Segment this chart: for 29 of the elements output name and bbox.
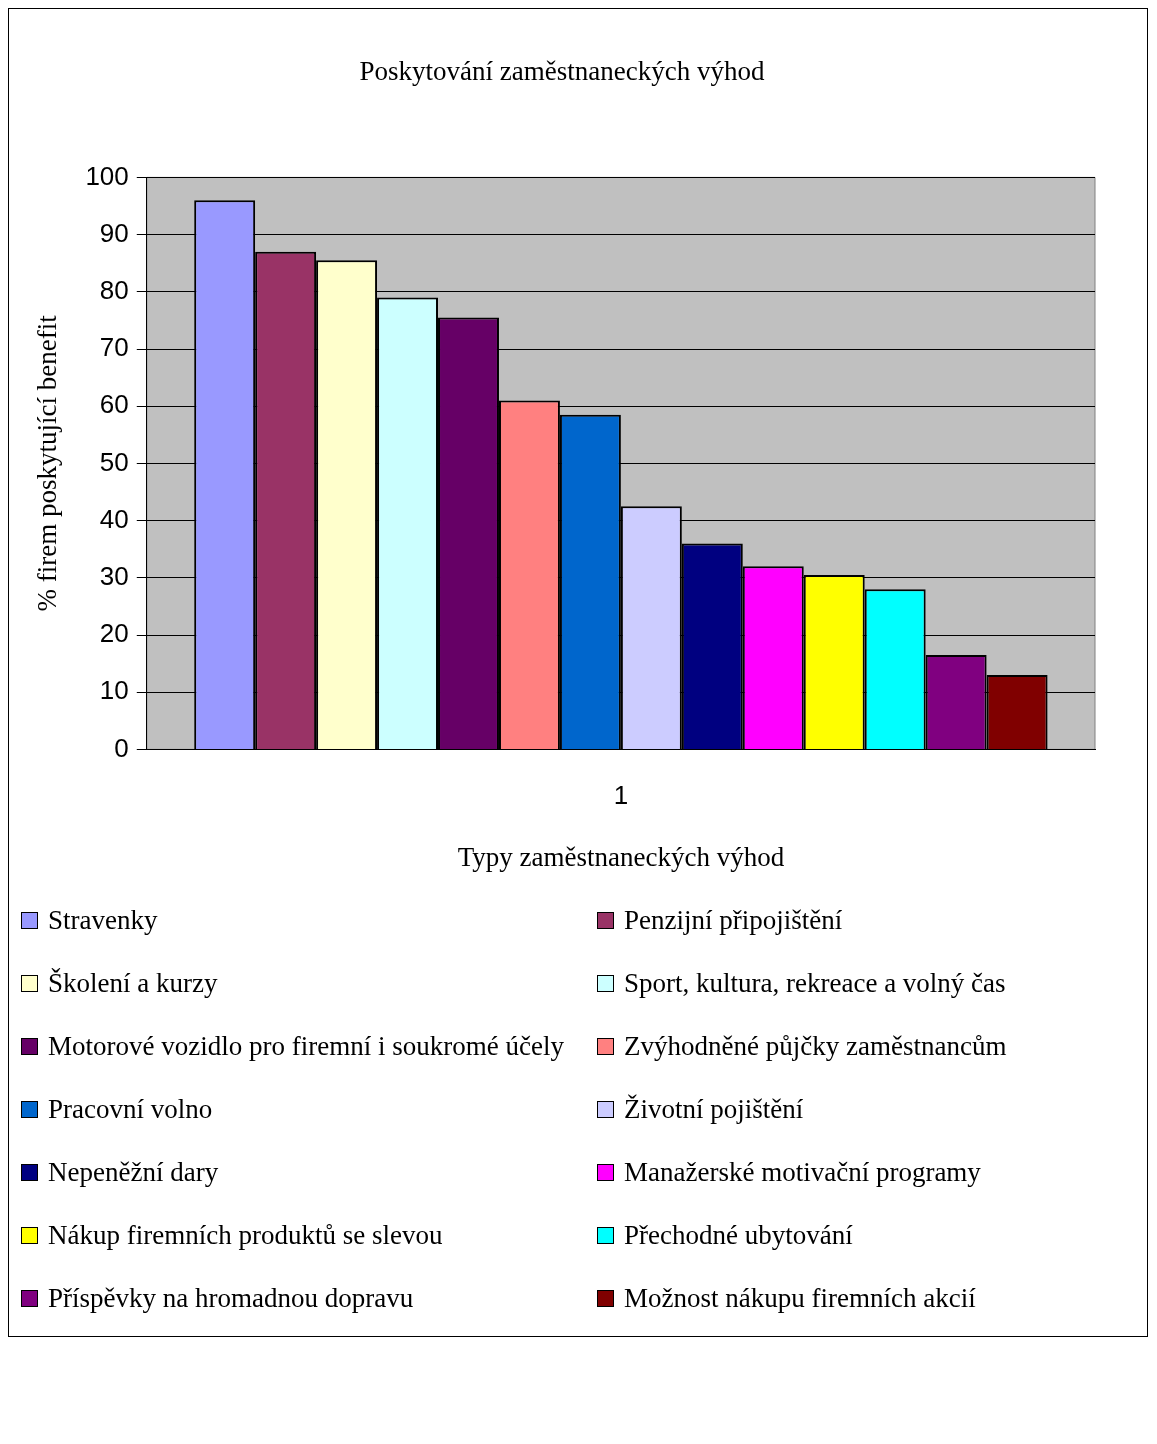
y-axis-title: % firem poskytující benefit [32, 314, 63, 612]
legend-label: Přechodné ubytování [624, 1219, 853, 1252]
y-tick-label: 0 [114, 732, 129, 763]
legend-label: Zvýhodněné půjčky zaměstnancům [624, 1030, 1007, 1063]
x-tick-label: 1 [613, 780, 629, 811]
y-tick-label: 50 [99, 446, 129, 477]
y-tick-label: 60 [99, 389, 129, 420]
legend-label: Nákup firemních produktů se slevou [48, 1219, 443, 1252]
y-tick-label: 100 [85, 160, 129, 191]
y-tick-label: 80 [99, 274, 129, 305]
legend-label: Manažerské motivační programy [624, 1156, 981, 1189]
x-axis-title: Typy zaměstnaneckých výhod [457, 841, 785, 872]
y-tick-label: 10 [99, 675, 129, 706]
legend-label: Příspěvky na hromadnou dopravu [48, 1282, 414, 1315]
y-tick-label: 90 [99, 217, 129, 248]
y-tick-label: 70 [99, 332, 129, 363]
legend-label: Pracovní volno [48, 1093, 213, 1126]
legend-label: Nepeněžní dary [48, 1156, 219, 1189]
legend-label: Motorové vozidlo pro firemní i soukromé účely [48, 1030, 564, 1063]
legend-label: Stravenky [48, 904, 158, 937]
legend-label: Penzijní připojištění [624, 904, 843, 937]
legend-label: Sport, kultura, rekreace a volný čas [624, 967, 1006, 1000]
legend-label: Školení a kurzy [48, 967, 218, 1000]
y-tick-label: 40 [99, 503, 129, 534]
y-tick-label: 20 [99, 618, 129, 649]
legend-label: Životní pojištění [624, 1093, 804, 1126]
chart-title: Poskytování zaměstnaneckých výhod [359, 56, 765, 87]
legend-label: Možnost nákupu firemních akcií [624, 1282, 976, 1315]
y-tick-label: 30 [99, 560, 129, 591]
